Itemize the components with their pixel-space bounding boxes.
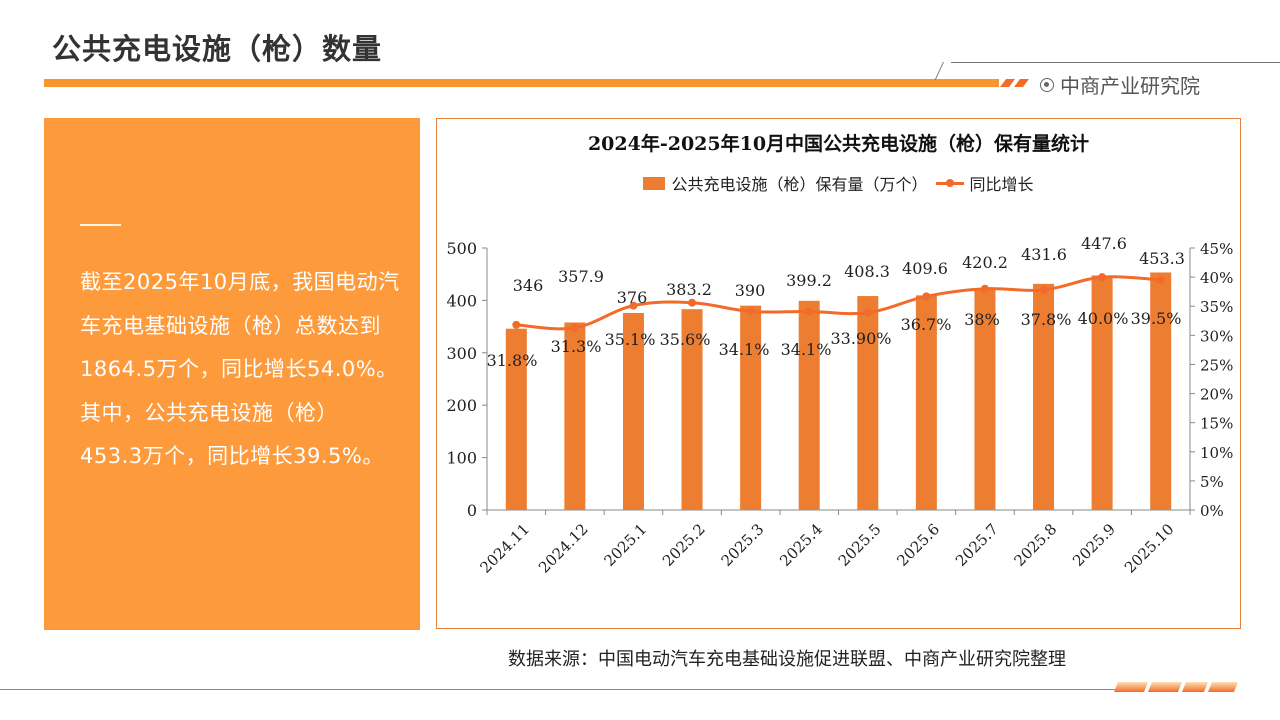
legend-bar-swatch: [643, 176, 666, 190]
page-title: 公共充电设施（枪）数量: [52, 32, 383, 66]
footer-divider-line: [0, 689, 1115, 690]
summary-rule: [80, 224, 121, 226]
legend-line-label: 同比增长: [969, 175, 1034, 194]
chart-legend: 公共充电设施（枪）保有量（万个） 同比增长: [437, 171, 1240, 195]
target-circle-icon: [1040, 77, 1054, 92]
legend-item-line: 同比增长: [935, 171, 1034, 195]
header-divider-diagonal: [934, 62, 944, 80]
header-divider-line: [951, 62, 1280, 63]
summary-text: 截至2025年10月底，我国电动汽车充电基础设施（枪）总数达到1864.5万个，…: [80, 270, 400, 468]
legend-bar-label: 公共充电设施（枪）保有量（万个）: [671, 175, 928, 194]
chart-container: 2024年-2025年10月中国公共充电设施（枪）保有量统计 公共充电设施（枪）…: [436, 118, 1241, 629]
legend-line-marker: [935, 178, 964, 187]
chart-title: 2024年-2025年10月中国公共充电设施（枪）保有量统计: [587, 133, 1090, 155]
footer-stripes-decoration: [1114, 682, 1238, 692]
data-source: 数据来源：中国电动汽车充电基础设施促进联盟、中商产业研究院整理: [508, 649, 1066, 670]
brand-logo: 中商产业研究院: [1040, 70, 1200, 99]
summary-panel: 截至2025年10月底，我国电动汽车充电基础设施（枪）总数达到1864.5万个，…: [44, 118, 420, 630]
brand-name: 中商产业研究院: [1060, 74, 1200, 98]
slash-decoration: [1000, 79, 1029, 87]
legend-item-bar: 公共充电设施（枪）保有量（万个）: [643, 171, 928, 195]
title-accent-bar: [44, 79, 999, 87]
